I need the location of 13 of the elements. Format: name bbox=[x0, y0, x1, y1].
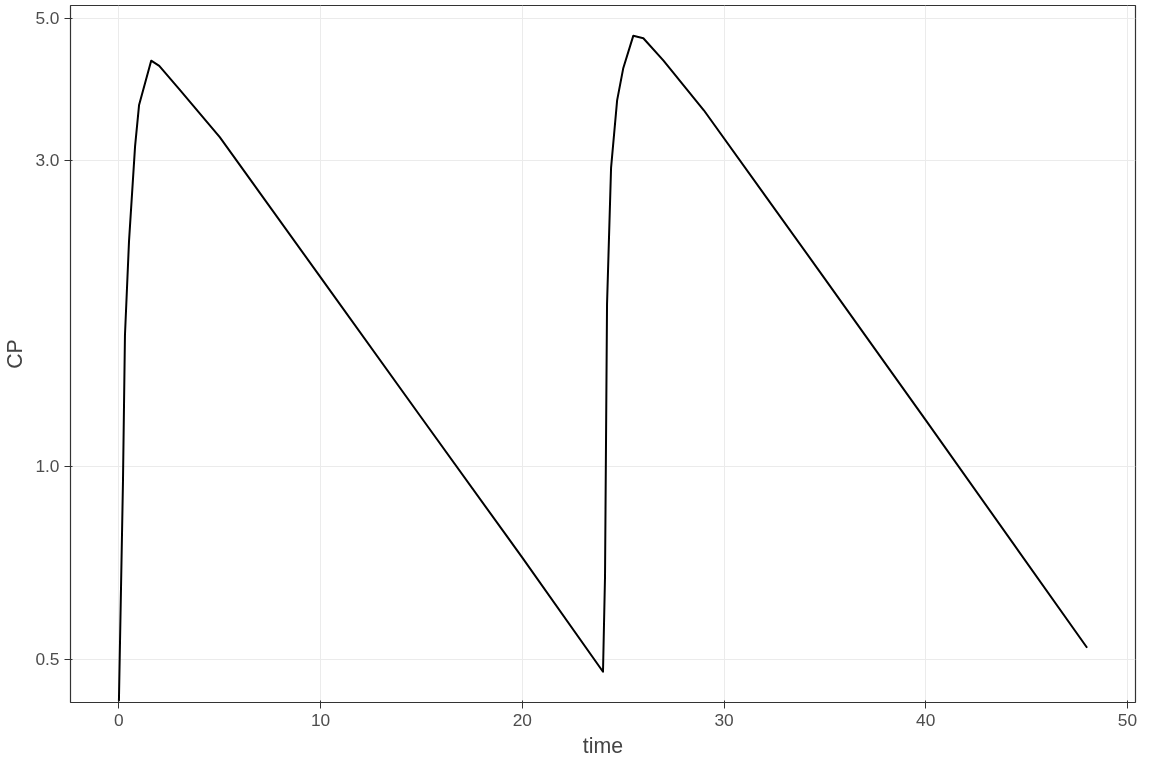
x-tick-label: 10 bbox=[310, 709, 331, 730]
y-tick-label: 3.0 bbox=[35, 150, 60, 171]
x-tick-label: 40 bbox=[916, 709, 936, 730]
y-axis-title: CP bbox=[3, 339, 28, 369]
x-tick-label: 20 bbox=[512, 709, 532, 730]
y-tick-label: 1.0 bbox=[35, 456, 60, 477]
x-tick-label: 30 bbox=[714, 709, 734, 730]
x-tick-label: 0 bbox=[114, 709, 124, 730]
y-tick-label: 0.5 bbox=[35, 649, 60, 670]
x-axis-title: time bbox=[582, 733, 624, 758]
line-series bbox=[117, 34, 1089, 703]
x-tick-label: 50 bbox=[1117, 709, 1138, 730]
y-tick-label: 5.0 bbox=[35, 8, 60, 29]
